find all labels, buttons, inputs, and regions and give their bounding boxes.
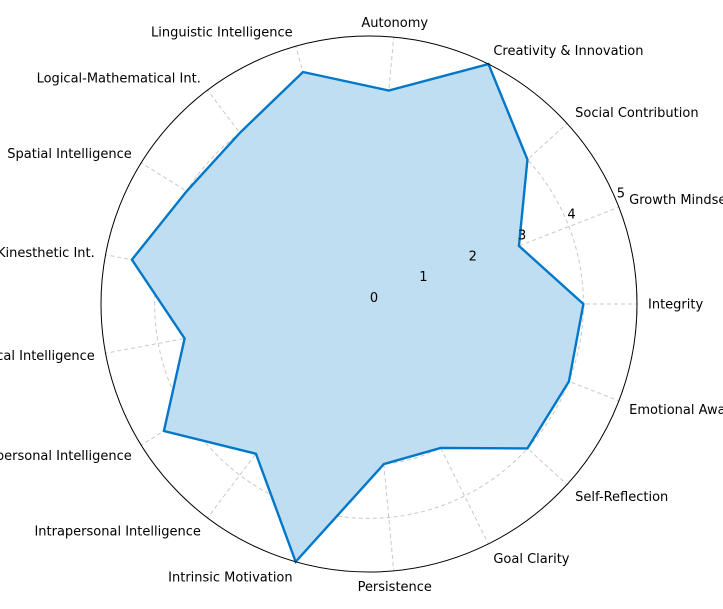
radial-tick-label: 1 xyxy=(419,270,427,285)
category-label: Integrity xyxy=(648,298,703,313)
category-label: Emotional Awareness xyxy=(629,403,723,418)
category-label: Interpersonal Intelligence xyxy=(0,449,132,464)
category-label: Autonomy xyxy=(361,16,428,31)
category-labels: Integrity Growth Mindset Social Contributi… xyxy=(0,16,723,595)
category-label: Social Contribution xyxy=(575,106,698,121)
radial-tick-label: 5 xyxy=(617,187,625,202)
category-label: Self-Reflection xyxy=(575,490,668,505)
radial-tick-label: 2 xyxy=(469,249,477,264)
outer-frame xyxy=(100,35,638,573)
category-label: Linguistic Intelligence xyxy=(151,26,293,41)
category-label: Growth Mindset xyxy=(629,193,723,208)
radar-series xyxy=(130,62,585,565)
category-label: Spatial Intelligence xyxy=(7,147,132,162)
series-area xyxy=(131,64,584,562)
radial-tick-label: 4 xyxy=(567,208,575,223)
category-label: Persistence xyxy=(358,580,432,595)
category-label: Logical-Mathematical Int. xyxy=(37,71,201,86)
category-label: Goal Clarity xyxy=(493,552,569,567)
category-label: Musical Intelligence xyxy=(0,349,95,364)
category-label: Creativity & Innovation xyxy=(493,44,643,59)
category-label: Bodily-Kinesthetic Int. xyxy=(0,246,95,261)
radial-tick-labels: 0 1 2 3 4 5 xyxy=(370,187,625,306)
radar-frame xyxy=(100,35,638,573)
radial-tick-label: 3 xyxy=(518,228,526,243)
category-label: Intrapersonal Intelligence xyxy=(34,525,200,540)
radial-tick-label: 0 xyxy=(370,291,378,306)
series-line xyxy=(130,62,585,565)
category-label: Intrinsic Motivation xyxy=(168,570,292,585)
